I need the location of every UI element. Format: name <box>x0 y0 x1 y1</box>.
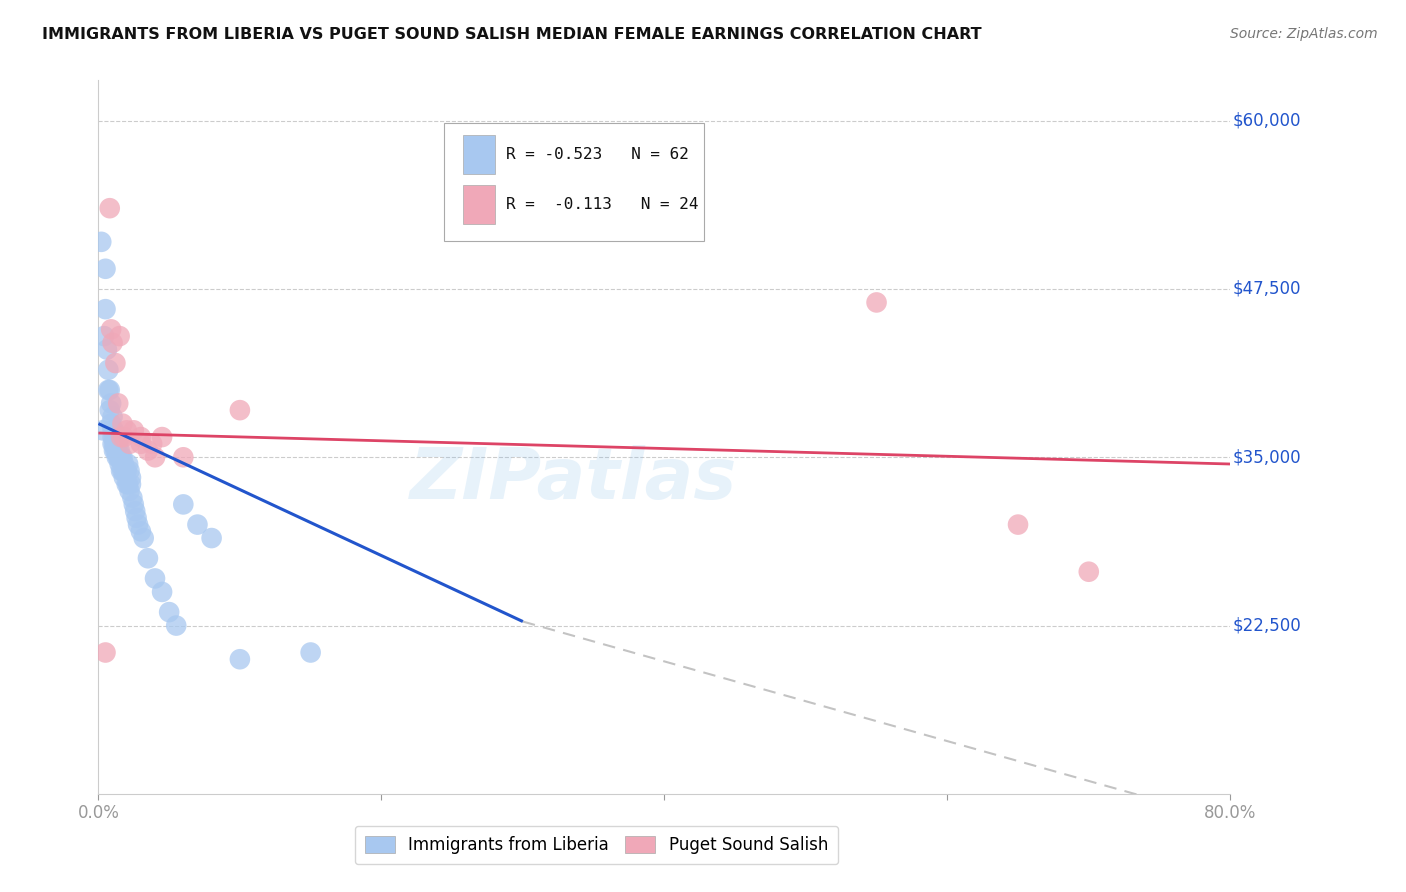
Point <box>112 457 135 471</box>
Point <box>129 430 152 444</box>
Point <box>107 450 129 465</box>
Point <box>129 437 152 451</box>
Text: $22,500: $22,500 <box>1233 616 1302 634</box>
Text: ZIPatlas: ZIPatlas <box>411 445 738 515</box>
Text: IMMIGRANTS FROM LIBERIA VS PUGET SOUND SALISH MEDIAN FEMALE EARNINGS CORRELATION: IMMIGRANTS FROM LIBERIA VS PUGET SOUND S… <box>42 27 981 42</box>
Point <box>93 329 115 343</box>
Point <box>165 618 187 632</box>
Point <box>157 605 180 619</box>
Point <box>111 464 134 478</box>
Point <box>229 652 252 666</box>
Point <box>98 201 121 215</box>
Point <box>104 437 127 451</box>
Point <box>111 450 134 465</box>
Point <box>94 261 117 276</box>
Point <box>108 443 131 458</box>
Point <box>115 464 138 478</box>
Point <box>108 329 131 343</box>
Point <box>111 417 134 431</box>
Point <box>121 491 143 505</box>
Point <box>112 470 135 484</box>
Point <box>104 430 127 444</box>
Point <box>97 363 120 377</box>
Bar <box>463 135 495 174</box>
Point <box>101 409 124 424</box>
Point <box>90 235 112 249</box>
Point <box>120 477 142 491</box>
FancyBboxPatch shape <box>444 123 704 241</box>
Text: R =  -0.113   N = 24: R = -0.113 N = 24 <box>506 197 699 212</box>
Point <box>143 571 166 585</box>
Point <box>100 396 122 410</box>
Point <box>103 443 125 458</box>
Point <box>132 531 155 545</box>
Point <box>101 430 124 444</box>
Point <box>186 517 208 532</box>
Point <box>98 383 121 397</box>
Text: Source: ZipAtlas.com: Source: ZipAtlas.com <box>1230 27 1378 41</box>
Bar <box>463 185 495 224</box>
Point <box>107 437 129 451</box>
Point <box>108 457 131 471</box>
Point <box>229 403 252 417</box>
Point <box>172 450 194 465</box>
Point <box>129 524 152 539</box>
Point <box>104 356 127 370</box>
Point <box>136 443 159 458</box>
Point <box>105 443 128 458</box>
Point <box>103 423 125 437</box>
Point <box>299 646 322 660</box>
Point <box>98 403 121 417</box>
Point <box>91 423 114 437</box>
Point <box>150 585 173 599</box>
Point <box>117 477 139 491</box>
Point <box>115 423 138 437</box>
Point <box>101 437 124 451</box>
Point <box>103 437 125 451</box>
Point <box>141 437 163 451</box>
Point <box>201 531 224 545</box>
Point <box>105 437 128 451</box>
Text: $35,000: $35,000 <box>1233 449 1301 467</box>
Text: $47,500: $47,500 <box>1233 280 1301 298</box>
Point <box>125 511 148 525</box>
Point <box>101 423 124 437</box>
Point <box>124 504 146 518</box>
Point <box>110 430 132 444</box>
Point <box>108 450 131 465</box>
Point <box>110 450 132 465</box>
Point <box>100 322 122 336</box>
Point <box>105 450 128 465</box>
Point <box>118 437 141 451</box>
Point <box>122 423 145 437</box>
Point <box>115 477 138 491</box>
Point <box>127 517 149 532</box>
Point <box>118 464 141 478</box>
Point <box>1077 565 1099 579</box>
Point <box>120 470 142 484</box>
Point <box>150 430 173 444</box>
Point <box>1007 517 1029 532</box>
Point <box>110 464 132 478</box>
Point <box>114 464 136 478</box>
Point <box>117 457 139 471</box>
Point <box>104 443 127 458</box>
Point <box>107 396 129 410</box>
Point <box>118 483 141 498</box>
Point <box>100 417 122 431</box>
Point <box>865 295 887 310</box>
Text: $60,000: $60,000 <box>1233 112 1301 129</box>
Point <box>94 646 117 660</box>
Point <box>112 430 135 444</box>
Point <box>136 551 159 566</box>
Point <box>96 343 118 357</box>
Point <box>172 497 194 511</box>
Point <box>101 335 124 350</box>
Text: R = -0.523   N = 62: R = -0.523 N = 62 <box>506 147 689 162</box>
Point <box>122 497 145 511</box>
Point <box>97 383 120 397</box>
Point <box>94 302 117 317</box>
Legend: Immigrants from Liberia, Puget Sound Salish: Immigrants from Liberia, Puget Sound Sal… <box>354 826 838 864</box>
Point <box>143 450 166 465</box>
